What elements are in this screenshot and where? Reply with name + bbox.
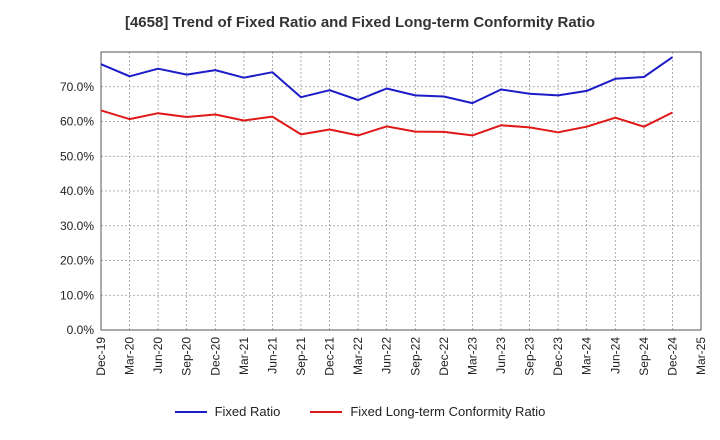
x-tick-label: Dec-24	[665, 337, 679, 376]
x-tick-label: Jun-24	[608, 337, 622, 374]
y-tick-label: 50.0%	[60, 149, 94, 163]
y-tick-label: 0.0%	[67, 323, 95, 337]
legend-item-fixed-ratio: Fixed Ratio	[174, 404, 281, 419]
x-tick-label: Jun-23	[494, 337, 508, 374]
legend-swatch-fixed-ratio	[174, 410, 207, 413]
y-tick-label: 70.0%	[60, 80, 94, 94]
legend-label-conformity-ratio: Fixed Long-term Conformity Ratio	[350, 404, 546, 419]
x-tick-label: Jun-21	[265, 337, 279, 374]
x-tick-label: Sep-24	[637, 337, 651, 376]
series-line-conformity-ratio	[100, 109, 673, 137]
x-tick-label: Jun-22	[380, 337, 394, 374]
x-tick-label: Dec-20	[208, 337, 222, 376]
x-tick-label: Mar-24	[580, 337, 594, 375]
y-tick-label: 60.0%	[60, 115, 94, 129]
y-tick-label: 40.0%	[60, 184, 94, 198]
plot-frame	[100, 51, 702, 331]
x-tick-label: Mar-22	[351, 337, 365, 375]
x-tick-label: Mar-23	[465, 337, 479, 375]
x-tick-label: Mar-21	[237, 337, 251, 375]
x-tick-label: Mar-25	[694, 337, 708, 375]
y-tick-label: 10.0%	[60, 288, 94, 302]
x-tick-label: Sep-22	[408, 337, 422, 376]
x-tick-label: Sep-21	[294, 337, 308, 376]
legend: Fixed Ratio Fixed Long-term Conformity R…	[0, 404, 720, 419]
legend-item-conformity-ratio: Fixed Long-term Conformity Ratio	[310, 404, 545, 419]
x-tick-label: Mar-20	[123, 337, 137, 375]
x-tick-label: Jun-20	[151, 337, 165, 374]
legend-label-fixed-ratio: Fixed Ratio	[214, 404, 281, 419]
y-tick-label: 20.0%	[60, 254, 94, 268]
x-tick-label: Dec-22	[437, 337, 451, 376]
x-tick-label: Dec-19	[94, 337, 108, 376]
chart-title: [4658] Trend of Fixed Ratio and Fixed Lo…	[124, 14, 596, 31]
series-line-fixed-ratio	[100, 56, 673, 105]
x-tick-label: Sep-20	[180, 337, 194, 376]
x-tick-label: Dec-23	[551, 337, 565, 376]
legend-swatch-conformity-ratio	[310, 410, 343, 413]
x-tick-label: Sep-23	[523, 337, 537, 376]
axes	[100, 51, 702, 331]
y-tick-label: 30.0%	[60, 219, 94, 233]
tick-labels: 0.0% 10.0% 20.0% 30.0% 40.0% 50.0% 60.0% 70.0% D…	[60, 80, 708, 376]
x-tick-label: Dec-21	[323, 337, 337, 376]
grid-lines	[101, 52, 701, 330]
series-lines	[100, 56, 673, 137]
